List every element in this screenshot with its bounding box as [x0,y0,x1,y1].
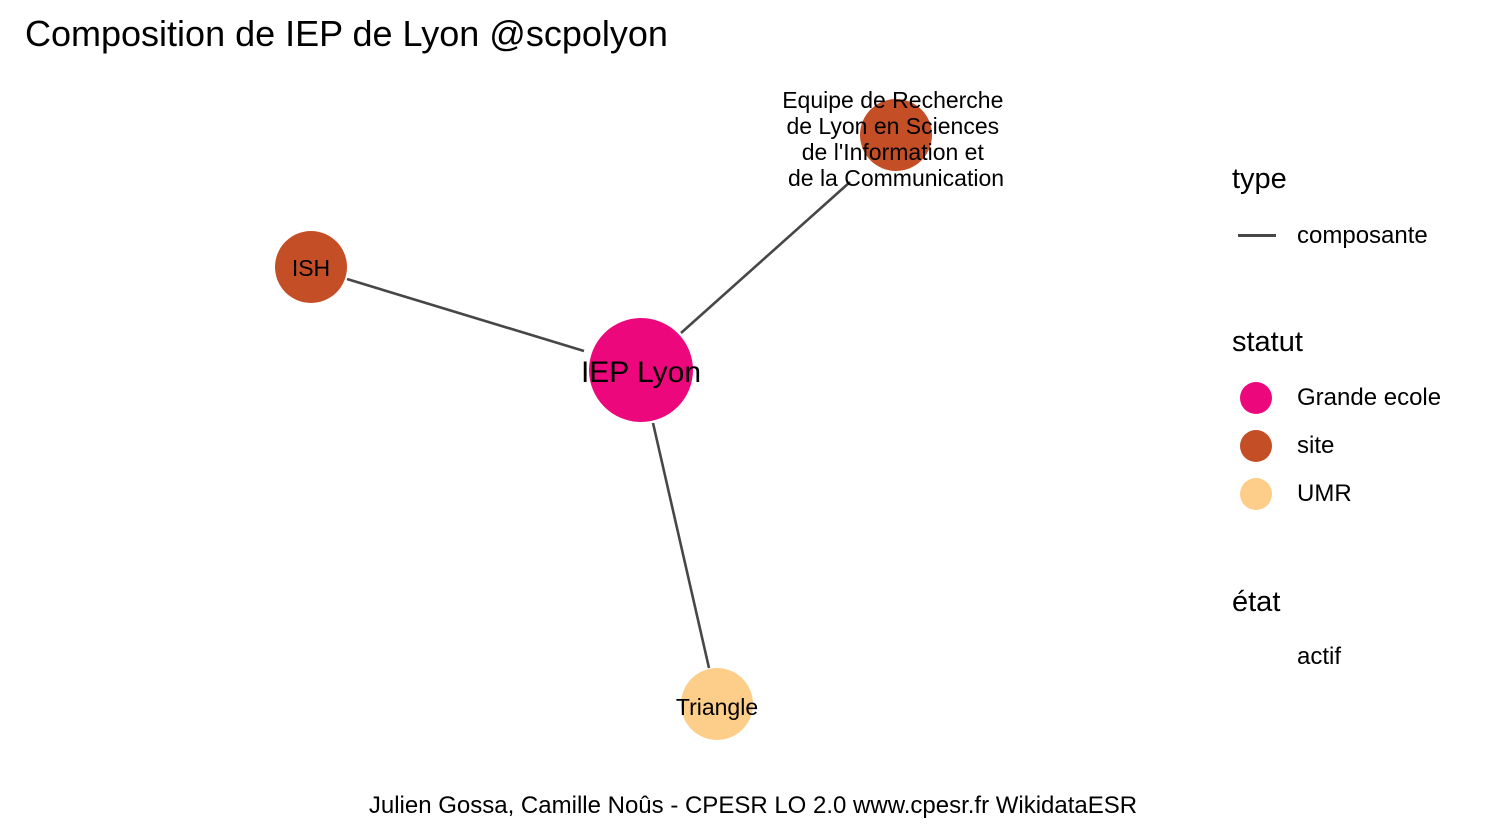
caption: Julien Gossa, Camille Noûs - CPESR LO 2.… [368,792,1138,819]
legend-label-umr: UMR [1297,480,1352,507]
legend-key-grande-ecole [1240,382,1272,414]
node-label-triangle: Triangle [676,694,758,720]
edge-iep-triangle [651,422,711,669]
edge-iep-ish [346,277,585,353]
diagram-title: Composition de IEP de Lyon @scpolyon [25,13,668,54]
node-label-triangle-line-1: Triangle [676,694,758,720]
legend-label-composante: composante [1297,222,1428,249]
legend-heading-statut: statut [1232,326,1303,358]
node-label-elico-line-2: de Lyon en Sciences [786,113,999,139]
node-label-iep: IEP Lyon [581,356,701,389]
node-label-ish: ISH [292,255,330,281]
labels-layer: IEP Lyon Equipe de Recherche de Lyon en … [292,87,1010,720]
node-triangle[interactable] [681,668,753,740]
node-label-iep-line-1: IEP Lyon [581,356,701,389]
legend-label-site: site [1297,432,1335,459]
legend-heading-etat: état [1232,586,1281,618]
node-ish[interactable] [275,231,347,303]
node-elico[interactable] [860,99,932,171]
network-graph: IEP Lyon Equipe de Recherche de Lyon en … [275,87,1010,740]
node-iep[interactable] [589,318,693,422]
legend-heading-type: type [1232,163,1287,195]
node-label-elico: Equipe de Recherche de Lyon en Sciences … [782,87,1010,191]
legend-key-site [1240,430,1272,462]
legend-label-actif: actif [1297,643,1342,670]
edge-iep-elico [680,181,851,334]
legend-key-umr [1240,478,1272,510]
legend-label-grande-ecole: Grande ecole [1297,384,1442,411]
legend-key-composante [1238,234,1276,237]
edges-layer [346,181,851,669]
node-label-elico-line-4: de la Communication [788,165,1004,191]
node-label-elico-line-1: Equipe de Recherche [782,87,1003,113]
node-label-elico-line-3: de l'Information et [802,139,985,165]
nodes-layer [275,99,932,740]
node-label-ish-line-1: ISH [292,255,330,281]
